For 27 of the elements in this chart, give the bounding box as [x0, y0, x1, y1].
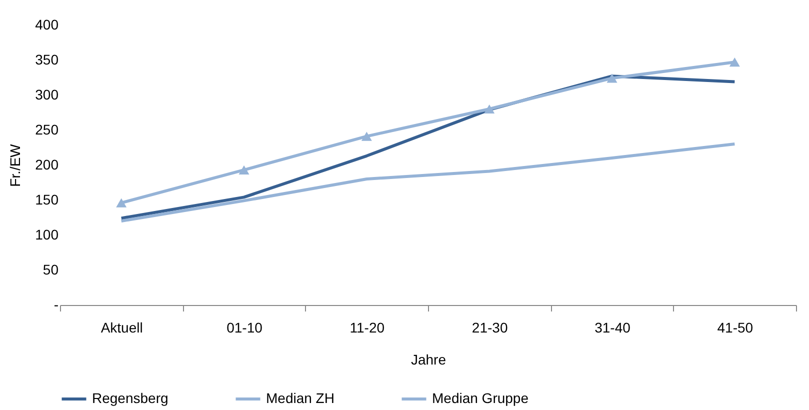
y-axis-title: Fr./EW: [7, 143, 24, 187]
y-tick-label: -: [54, 296, 59, 312]
y-tick-label: 100: [35, 226, 59, 242]
y-tick-label: 150: [35, 192, 59, 208]
x-tick-label: 31-40: [594, 320, 631, 336]
point: [606, 74, 618, 83]
point: [729, 58, 740, 67]
x-tick-label: Aktuell: [100, 320, 143, 336]
legend-label: Regensberg: [92, 390, 168, 406]
legend-label: Median Gruppe: [432, 390, 529, 406]
y-tick-label: 250: [35, 122, 59, 138]
y-tick-label: 300: [35, 86, 59, 102]
x-tick-label: 11-20: [350, 320, 385, 336]
x-axis-title: Jahre: [410, 352, 446, 368]
y-tick-label: 400: [35, 16, 59, 32]
legend-label: Median ZH: [266, 390, 334, 406]
point: [238, 165, 250, 174]
y-tick-label: 200: [35, 156, 59, 172]
point: [484, 104, 495, 114]
x-tick-label: 21-30: [472, 320, 508, 336]
point: [361, 132, 372, 141]
line-series: [120, 142, 736, 222]
y-tick-label: 50: [42, 262, 59, 278]
x-tick-label: 41-50: [717, 320, 754, 336]
point: [116, 198, 127, 208]
y-tick-label: 350: [35, 52, 59, 68]
x-tick-label: 01-10: [226, 320, 263, 336]
